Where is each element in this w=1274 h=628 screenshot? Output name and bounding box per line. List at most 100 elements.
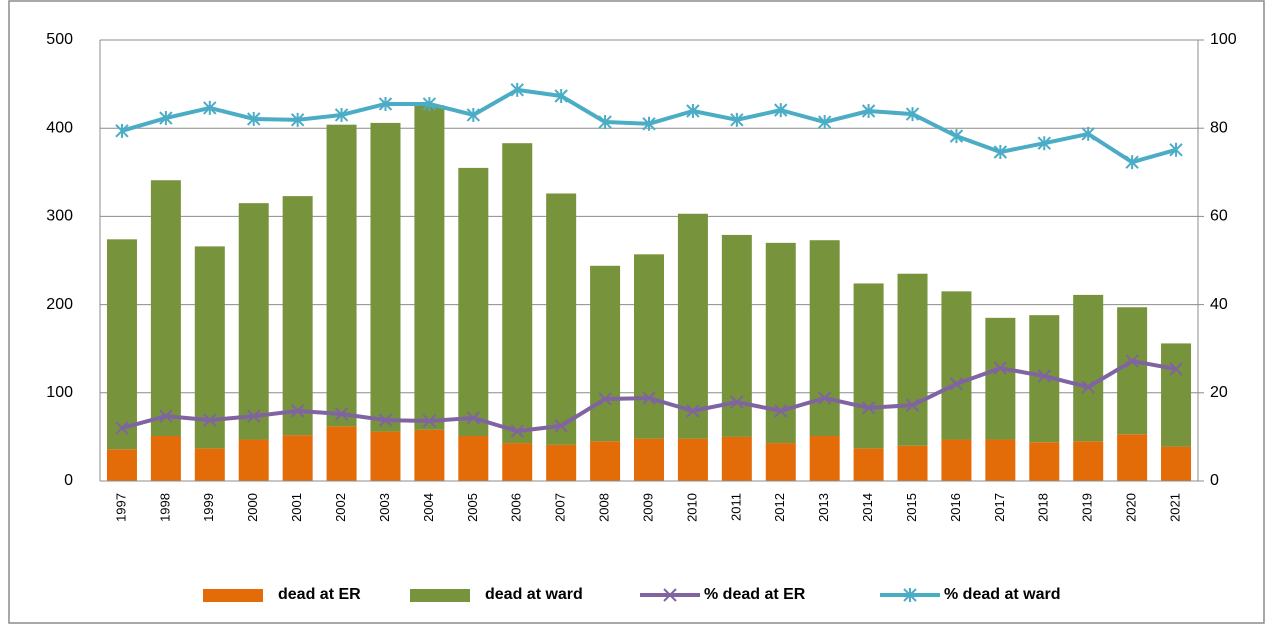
x-tick-label: 2015 xyxy=(904,493,919,522)
marker xyxy=(290,404,305,418)
bar xyxy=(853,283,884,449)
x-tick-label: 2014 xyxy=(860,493,875,522)
marker xyxy=(663,588,677,602)
x-tick-label: 1997 xyxy=(113,493,128,522)
bar xyxy=(1073,294,1104,442)
bar xyxy=(326,124,357,427)
bar xyxy=(370,431,401,481)
marker xyxy=(290,112,305,127)
marker xyxy=(1081,380,1095,394)
bar xyxy=(677,438,708,481)
x-tick-label: 2003 xyxy=(377,493,392,522)
x-tick-label: 1998 xyxy=(157,493,172,522)
bar xyxy=(414,105,445,430)
y2-tick-label: 0 xyxy=(1210,472,1219,489)
marker xyxy=(861,104,876,119)
bar xyxy=(897,273,928,446)
bar xyxy=(502,443,533,481)
bar xyxy=(634,438,664,481)
marker xyxy=(817,115,832,130)
bar xyxy=(721,436,752,481)
bar xyxy=(106,449,137,481)
bar xyxy=(502,143,533,444)
bar xyxy=(194,448,225,481)
x-tick-label: 2008 xyxy=(597,493,612,522)
marker xyxy=(730,395,744,409)
bar xyxy=(853,448,884,481)
marker xyxy=(598,392,612,406)
bar xyxy=(985,439,1016,481)
y-tick-label: 400 xyxy=(46,119,73,136)
marker xyxy=(1081,126,1095,141)
bar xyxy=(546,193,577,445)
bar xyxy=(897,445,928,481)
marker xyxy=(903,588,917,602)
y-tick-label: 100 xyxy=(46,384,73,401)
y-tick-label: 200 xyxy=(46,296,73,313)
bar xyxy=(106,239,137,450)
bar xyxy=(370,122,401,432)
marker xyxy=(1037,369,1051,383)
legend-swatch xyxy=(410,589,470,602)
marker xyxy=(247,111,261,126)
marker xyxy=(774,103,788,118)
marker xyxy=(159,409,173,423)
bar xyxy=(458,436,489,481)
x-tick-label: 2017 xyxy=(992,493,1007,522)
marker xyxy=(730,112,744,127)
bar xyxy=(150,180,181,437)
marker xyxy=(993,361,1008,375)
marker xyxy=(905,107,920,122)
legend-label: dead at ER xyxy=(278,586,361,603)
x-tick-label: 2018 xyxy=(1036,493,1051,522)
y2-tick-label: 20 xyxy=(1210,384,1228,401)
marker xyxy=(115,421,129,435)
marker xyxy=(817,391,832,405)
bar xyxy=(1117,434,1148,481)
bar xyxy=(282,196,313,436)
bar xyxy=(765,242,796,444)
marker xyxy=(466,107,481,122)
x-tick-label: 2001 xyxy=(289,493,304,522)
bar xyxy=(941,291,972,440)
y-tick-label: 0 xyxy=(64,472,73,489)
x-tick-label: 2020 xyxy=(1124,493,1139,522)
marker xyxy=(554,419,568,433)
marker xyxy=(861,401,876,415)
y-tick-label: 300 xyxy=(46,208,73,225)
bar xyxy=(634,254,664,439)
bar xyxy=(414,429,445,481)
marker xyxy=(949,377,964,391)
bar xyxy=(1161,343,1192,447)
marker xyxy=(686,404,700,418)
bar xyxy=(238,203,269,440)
legend-label: % dead at ER xyxy=(704,586,806,603)
bar xyxy=(590,265,621,442)
marker xyxy=(642,116,656,131)
x-tick-label: 2013 xyxy=(816,493,831,522)
legend-label: dead at ward xyxy=(485,586,583,603)
marker xyxy=(378,413,393,427)
marker xyxy=(1169,142,1183,157)
legend-label: % dead at ward xyxy=(944,586,1060,603)
marker xyxy=(905,398,920,412)
bar xyxy=(590,441,621,481)
bar xyxy=(809,436,840,481)
x-tick-label: 2007 xyxy=(553,493,568,522)
x-tick-label: 2021 xyxy=(1167,493,1182,522)
x-tick-label: 2002 xyxy=(333,493,348,522)
marker xyxy=(1169,362,1183,376)
marker xyxy=(203,413,217,427)
marker xyxy=(510,82,524,97)
x-tick-label: 2011 xyxy=(728,493,743,521)
bar xyxy=(326,426,357,481)
marker xyxy=(378,96,393,111)
bar xyxy=(765,443,796,481)
marker xyxy=(466,411,481,425)
y2-tick-label: 100 xyxy=(1210,31,1237,48)
marker xyxy=(203,100,217,115)
y2-tick-label: 60 xyxy=(1210,208,1228,225)
marker xyxy=(115,123,129,138)
marker xyxy=(510,424,524,438)
bar xyxy=(282,435,313,481)
